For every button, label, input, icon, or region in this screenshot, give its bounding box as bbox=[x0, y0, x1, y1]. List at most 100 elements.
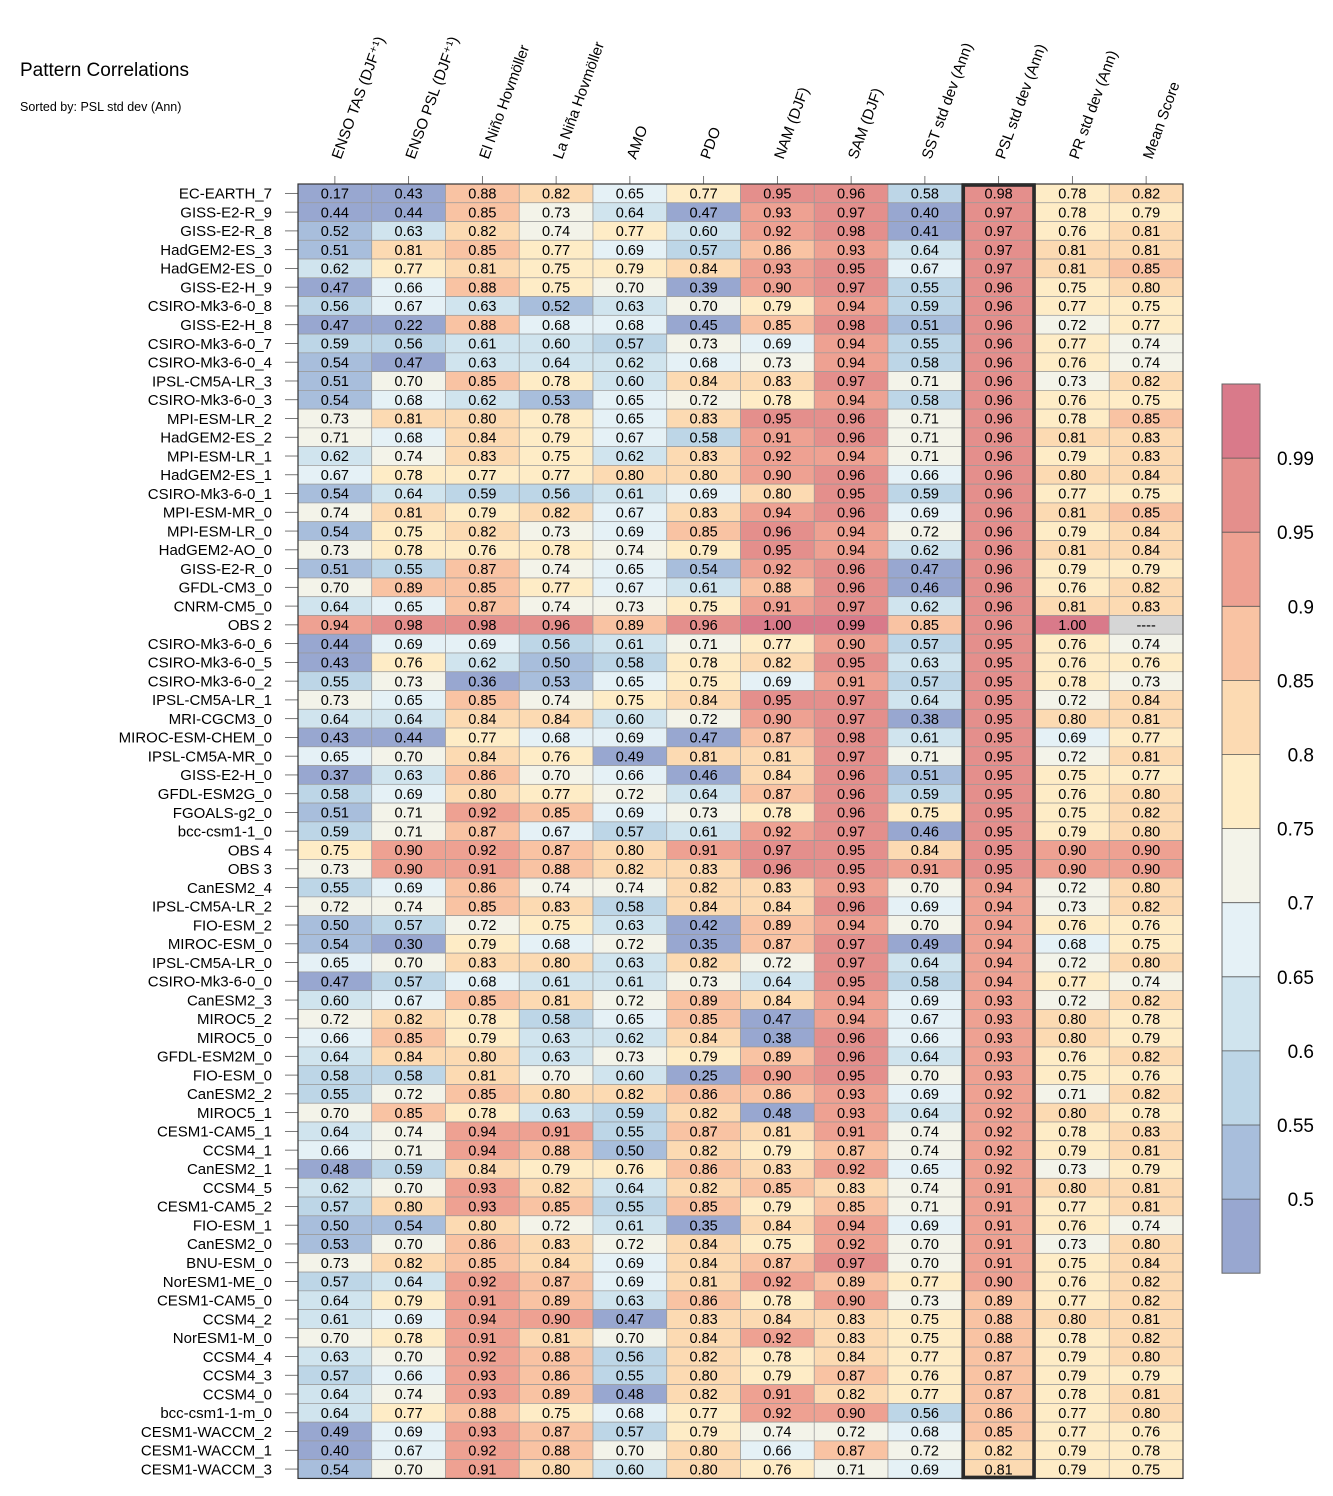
cell-value: 0.80 bbox=[1058, 1106, 1086, 1122]
cell-value: 0.73 bbox=[542, 524, 570, 540]
cell-value: 0.87 bbox=[837, 1368, 865, 1384]
cell-value: 0.75 bbox=[321, 843, 349, 859]
cell-value: 0.96 bbox=[985, 468, 1013, 484]
colorbar-segment bbox=[1222, 606, 1260, 681]
cell-value: 0.92 bbox=[837, 1162, 865, 1178]
cell-value: 0.80 bbox=[468, 787, 496, 803]
cell-value: 0.80 bbox=[542, 956, 570, 972]
cell-value: 0.73 bbox=[321, 862, 349, 878]
cell-value: 0.87 bbox=[763, 787, 791, 803]
cell-value: 0.94 bbox=[837, 524, 865, 540]
cell-value: 0.65 bbox=[321, 956, 349, 972]
row-label: HadGEM2-AO_0 bbox=[159, 542, 272, 559]
colorbar-tick-label: 0.65 bbox=[1277, 968, 1314, 989]
cell-value: 0.95 bbox=[837, 862, 865, 878]
cell-value: 0.97 bbox=[837, 280, 865, 296]
cell-value: 0.92 bbox=[763, 224, 791, 240]
cell-value: 0.94 bbox=[837, 543, 865, 559]
cell-value: 0.94 bbox=[468, 1125, 496, 1141]
cell-value: 0.95 bbox=[985, 674, 1013, 690]
cell-value: 0.80 bbox=[468, 412, 496, 428]
cell-value: 0.62 bbox=[468, 393, 496, 409]
cell-value: 0.67 bbox=[616, 430, 644, 446]
cell-value: 0.72 bbox=[616, 993, 644, 1009]
cell-value: 0.76 bbox=[1058, 656, 1086, 672]
cell-value: 0.69 bbox=[616, 243, 644, 259]
cell-value: 0.63 bbox=[542, 1050, 570, 1066]
cell-value: 0.64 bbox=[911, 1106, 939, 1122]
cell-value: 0.95 bbox=[837, 262, 865, 278]
cell-value: 0.85 bbox=[468, 1256, 496, 1272]
colorbar-segment bbox=[1222, 1125, 1260, 1200]
cell-value: 0.95 bbox=[837, 975, 865, 991]
cell-value: 0.52 bbox=[542, 299, 570, 315]
cell-value: 0.69 bbox=[395, 1312, 423, 1328]
cell-value: 0.91 bbox=[837, 674, 865, 690]
cell-value: 0.78 bbox=[468, 1012, 496, 1028]
cell-value: 0.90 bbox=[985, 1275, 1013, 1291]
cell-value: 0.91 bbox=[542, 1125, 570, 1141]
cell-value: 0.75 bbox=[1058, 768, 1086, 784]
row-label: GISS-E2-R_0 bbox=[180, 561, 272, 578]
cell-value: 0.81 bbox=[395, 243, 423, 259]
cell-value: 0.83 bbox=[690, 506, 718, 522]
cell-value: 0.80 bbox=[1132, 1350, 1160, 1366]
cell-value: 0.97 bbox=[837, 693, 865, 709]
row-label: bcc-csm1-1_0 bbox=[178, 824, 272, 841]
cell-value: 0.96 bbox=[837, 430, 865, 446]
cell-value: 0.71 bbox=[690, 637, 718, 653]
cell-value: 0.54 bbox=[321, 355, 349, 371]
cell-value: 0.70 bbox=[690, 299, 718, 315]
cell-value: 0.48 bbox=[763, 1106, 791, 1122]
cell-value: 0.97 bbox=[985, 205, 1013, 221]
column-header: ENSO TAS (DJF⁺¹) bbox=[329, 34, 389, 161]
cell-value: 0.77 bbox=[395, 1406, 423, 1422]
cell-value: 0.78 bbox=[763, 1293, 791, 1309]
cell-value: 0.83 bbox=[542, 1237, 570, 1253]
cell-value: 0.91 bbox=[837, 1125, 865, 1141]
cell-value: 0.94 bbox=[468, 1312, 496, 1328]
cell-value: 0.84 bbox=[1132, 543, 1160, 559]
cell-value: 0.80 bbox=[468, 1050, 496, 1066]
row-label: BNU-ESM_0 bbox=[186, 1255, 272, 1272]
cell-value: 0.78 bbox=[542, 412, 570, 428]
cell-value: 0.50 bbox=[321, 918, 349, 934]
cell-value: 0.81 bbox=[1058, 262, 1086, 278]
cell-value: 0.54 bbox=[321, 393, 349, 409]
colorbar-segment bbox=[1222, 532, 1260, 607]
cell-value: 0.83 bbox=[690, 862, 718, 878]
cell-value: 0.80 bbox=[616, 468, 644, 484]
cell-value: 0.82 bbox=[1132, 993, 1160, 1009]
cell-value: 0.96 bbox=[985, 524, 1013, 540]
cell-value: 0.64 bbox=[616, 205, 644, 221]
cell-value: 0.65 bbox=[395, 599, 423, 615]
cell-value: 0.74 bbox=[395, 899, 423, 915]
colorbar-tick-label: 0.75 bbox=[1277, 820, 1314, 841]
cell-value: 0.47 bbox=[690, 731, 718, 747]
cell-value: 0.89 bbox=[616, 618, 644, 634]
cell-value: 0.95 bbox=[837, 843, 865, 859]
cell-value: 0.96 bbox=[837, 1050, 865, 1066]
cell-value: 0.91 bbox=[468, 1331, 496, 1347]
cell-value: 0.85 bbox=[468, 205, 496, 221]
cell-value: 0.93 bbox=[837, 243, 865, 259]
cell-value: 0.85 bbox=[395, 1031, 423, 1047]
cell-value: 0.49 bbox=[321, 1425, 349, 1441]
cell-value: 0.89 bbox=[690, 993, 718, 1009]
cell-value: 0.93 bbox=[763, 205, 791, 221]
cell-value: 0.86 bbox=[468, 1237, 496, 1253]
cell-value: 0.47 bbox=[616, 1312, 644, 1328]
cell-value: 0.82 bbox=[1132, 1050, 1160, 1066]
cell-value: 0.66 bbox=[911, 1031, 939, 1047]
cell-value: 0.58 bbox=[911, 975, 939, 991]
cell-value: 0.58 bbox=[911, 355, 939, 371]
cell-value: 0.84 bbox=[690, 1331, 718, 1347]
row-label: CanESM2_1 bbox=[187, 1161, 272, 1178]
row-label: CSIRO-Mk3-6-0_4 bbox=[148, 355, 272, 372]
cell-value: 0.81 bbox=[690, 1275, 718, 1291]
cell-value: 0.74 bbox=[395, 1125, 423, 1141]
cell-value: 0.75 bbox=[690, 674, 718, 690]
cell-value: 0.83 bbox=[690, 1312, 718, 1328]
cell-value: 0.96 bbox=[985, 543, 1013, 559]
